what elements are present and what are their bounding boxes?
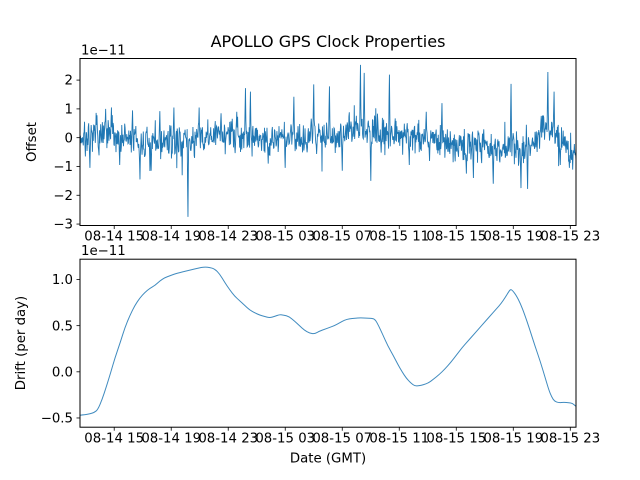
x-tick-label: 08-14 23 [198, 431, 258, 446]
x-tick-label: 08-15 03 [255, 431, 315, 446]
x-tick-label: 08-14 19 [141, 431, 201, 446]
y-tick-label: 2 [65, 74, 73, 89]
x-tick-label: 08-15 19 [483, 431, 543, 446]
x-tick-label: 08-15 23 [540, 230, 600, 245]
offset-subplot: APOLLO GPS Clock Properties 1e−11 08-14 … [25, 32, 600, 245]
x-tick-label: 08-15 15 [426, 431, 486, 446]
x-tick-label: 08-15 23 [540, 431, 600, 446]
y-tick-label: 0.0 [52, 365, 73, 380]
drift-plot-frame [79, 258, 577, 428]
x-tick-label: 08-15 07 [312, 230, 372, 245]
offset-scale-label: 1e−11 [81, 44, 126, 59]
x-axis-label: Date (GMT) [290, 452, 366, 467]
x-tick-label: 08-15 11 [369, 230, 429, 245]
x-tick-label: 08-14 15 [84, 431, 144, 446]
drift-y-axis-label: Drift (per day) [14, 296, 29, 390]
y-tick-label: 0.5 [52, 319, 73, 334]
y-tick-label: −3 [53, 218, 73, 233]
x-tick-label: 08-15 07 [312, 431, 372, 446]
x-tick-label: 08-15 15 [426, 230, 486, 245]
offset-series-line [80, 64, 576, 217]
y-tick-label: −2 [53, 189, 73, 204]
x-tick-label: 08-14 23 [198, 230, 258, 245]
x-tick-label: 08-14 15 [84, 230, 144, 245]
y-tick-label: −1 [53, 160, 73, 175]
x-tick-label: 08-15 11 [369, 431, 429, 446]
drift-y-tick-group: 1.0 0.5 0.0 −0.5 [41, 273, 80, 427]
y-tick-label: 1.0 [52, 273, 73, 288]
x-tick-label: 08-15 03 [255, 230, 315, 245]
offset-y-axis-label: Offset [25, 122, 40, 162]
drift-curve-line [80, 266, 576, 416]
drift-scale-label: 1e−11 [81, 244, 126, 259]
offset-plot-frame [79, 58, 577, 226]
chart-title: APOLLO GPS Clock Properties [211, 32, 446, 51]
y-tick-label: −0.5 [41, 412, 73, 427]
offset-y-tick-group: 2 1 0 −1 −2 −3 [53, 74, 80, 233]
y-tick-label: 1 [65, 102, 73, 117]
x-tick-label: 08-14 19 [141, 230, 201, 245]
x-tick-label: 08-15 19 [483, 230, 543, 245]
y-tick-label: 0 [65, 131, 73, 146]
